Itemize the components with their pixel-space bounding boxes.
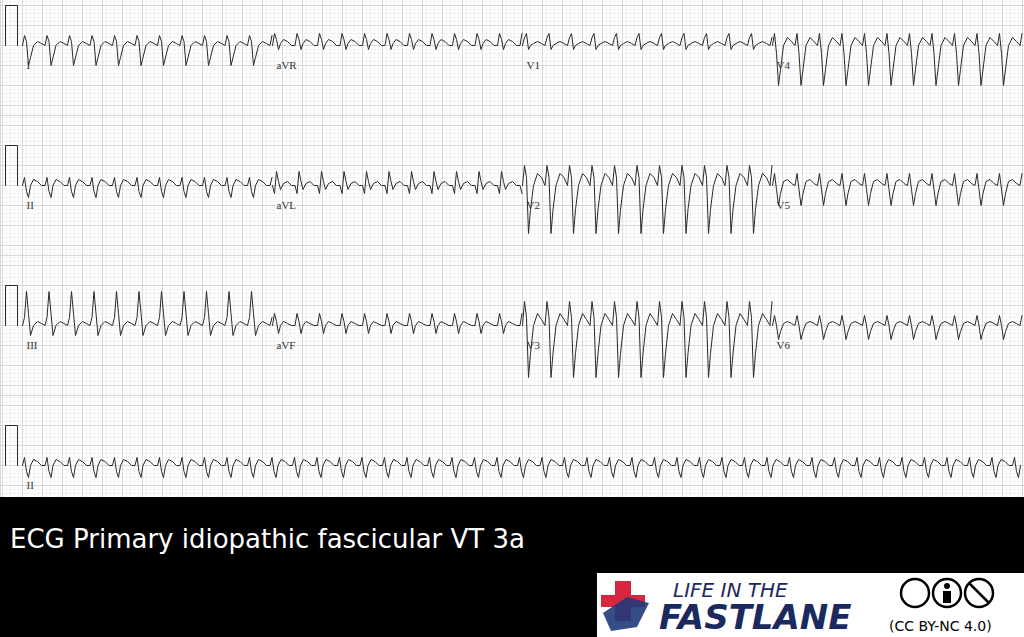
svg-text:I: I [27, 59, 31, 71]
svg-text:II: II [27, 479, 35, 491]
svg-text:aVR: aVR [277, 59, 298, 71]
svg-text:FASTLANE: FASTLANE [659, 597, 852, 637]
svg-text:V6: V6 [777, 339, 791, 351]
svg-text:V1: V1 [527, 59, 540, 71]
html-text:ECG Primary idiopathic fascicu: ECG Primary idiopathic fascicular VT 3a [10, 524, 525, 554]
svg-text:V5: V5 [777, 199, 791, 211]
svg-text:aVL: aVL [277, 199, 297, 211]
svg-text:aVF: aVF [277, 339, 296, 351]
svg-text:V4: V4 [777, 59, 791, 71]
svg-text:III: III [27, 339, 38, 351]
svg-text:(CC BY-NC 4.0): (CC BY-NC 4.0) [889, 618, 992, 634]
svg-text:II: II [27, 199, 35, 211]
svg-text:V3: V3 [527, 339, 541, 351]
svg-text:V2: V2 [527, 199, 540, 211]
svg-text:LIFE IN THE: LIFE IN THE [673, 578, 788, 602]
